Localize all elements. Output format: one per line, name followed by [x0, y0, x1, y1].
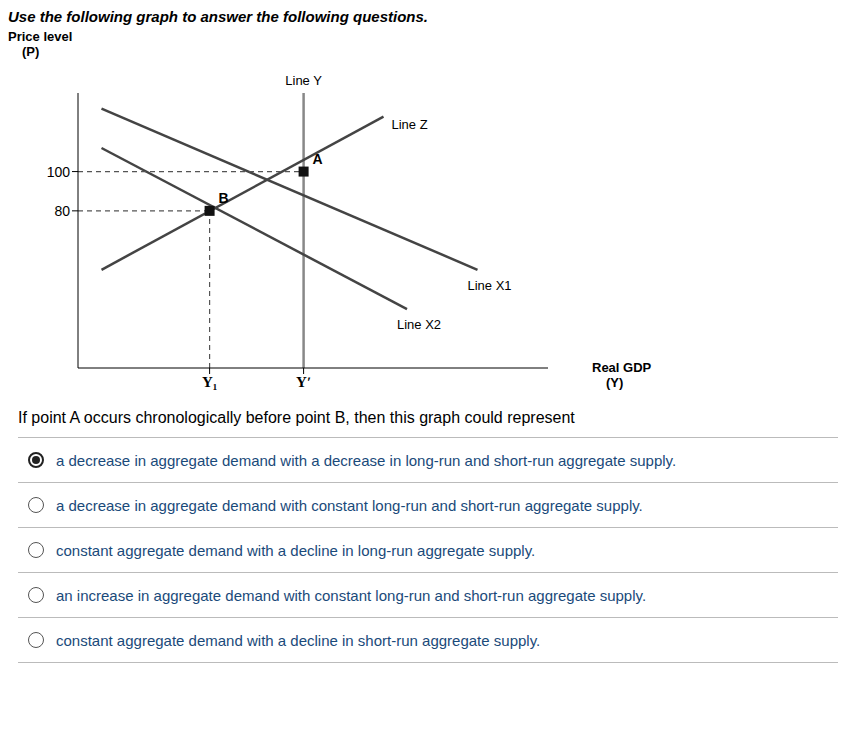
svg-text:A: A: [313, 151, 323, 167]
svg-text:100: 100: [47, 164, 71, 180]
svg-text:Line Z: Line Z: [392, 117, 428, 132]
html-text:constant aggregate demand with: constant aggregate demand with a decline…: [56, 631, 541, 649]
svg-text:Y₁: Y₁: [202, 374, 217, 390]
html-text:a decrease in aggregate demand: a decrease in aggregate demand with a de…: [56, 451, 677, 469]
svg-text:Line Y: Line Y: [285, 73, 322, 88]
html-text:constant aggregate demand with: constant aggregate demand with a decline…: [56, 541, 536, 559]
svg-text:B: B: [219, 190, 229, 206]
html-text:Use the following graph to ans: Use the following graph to answer the fo…: [8, 8, 428, 25]
html-text:an increase in aggregate deman: an increase in aggregate demand with con…: [56, 586, 647, 604]
html-text:(P): (P): [22, 44, 40, 59]
svg-text:Line X2: Line X2: [397, 317, 441, 332]
html-text:(Y): (Y): [606, 375, 624, 390]
html-text:a decrease in aggregate demand: a decrease in aggregate demand with cons…: [56, 496, 643, 514]
svg-text:Line X1: Line X1: [468, 278, 512, 293]
svg-text:80: 80: [54, 203, 70, 219]
svg-text:Yʹ: Yʹ: [296, 374, 311, 390]
html-text:If point A occurs chronologica: If point A occurs chronologically before…: [18, 409, 575, 426]
html-text:Price level: Price level: [8, 29, 73, 44]
html-text:Real GDP: Real GDP: [592, 360, 652, 375]
